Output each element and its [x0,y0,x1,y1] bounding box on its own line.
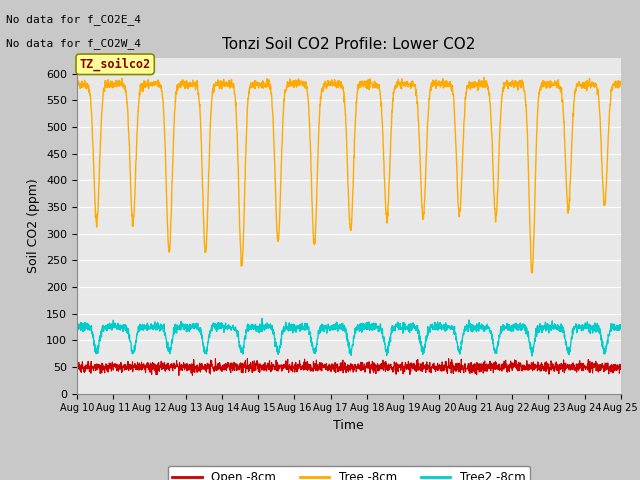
Tree -8cm [225,80,232,85]
Text: No data for f_CO2W_4: No data for f_CO2W_4 [6,38,141,49]
Tree2 -8cm [365,322,372,327]
Open -8cm [508,364,515,370]
Tree -8cm [570,110,577,116]
Tree2 -8cm [376,321,384,327]
Tree -8cm [584,80,592,85]
Line: Tree -8cm: Tree -8cm [77,77,621,273]
Tree -8cm [480,74,488,80]
Tree -8cm [365,77,372,83]
Tree -8cm [507,80,515,86]
Line: Open -8cm: Open -8cm [77,359,621,375]
Title: Tonzi Soil CO2 Profile: Lower CO2: Tonzi Soil CO2 Profile: Lower CO2 [222,37,476,52]
Open -8cm [189,372,196,378]
Line: Tree2 -8cm: Tree2 -8cm [77,319,621,356]
Open -8cm [584,357,592,362]
Open -8cm [365,361,372,367]
Y-axis label: Soil CO2 (ppm): Soil CO2 (ppm) [28,178,40,273]
Tree -8cm [617,80,625,86]
Open -8cm [73,364,81,370]
X-axis label: Time: Time [333,419,364,432]
Tree2 -8cm [225,322,232,328]
Tree2 -8cm [73,326,81,332]
Text: TZ_soilco2: TZ_soilco2 [79,58,151,71]
Tree2 -8cm [584,323,592,329]
Legend: Open -8cm, Tree -8cm, Tree2 -8cm: Open -8cm, Tree -8cm, Tree2 -8cm [168,466,530,480]
Tree -8cm [73,80,81,86]
Open -8cm [225,360,232,366]
Tree2 -8cm [528,353,536,359]
Open -8cm [570,365,577,371]
Tree2 -8cm [258,316,266,322]
Open -8cm [244,356,252,361]
Text: No data for f_CO2E_4: No data for f_CO2E_4 [6,14,141,25]
Open -8cm [377,361,385,367]
Tree2 -8cm [617,325,625,331]
Open -8cm [617,363,625,369]
Tree -8cm [529,270,536,276]
Tree2 -8cm [507,326,515,332]
Tree2 -8cm [570,329,577,335]
Tree -8cm [376,90,384,96]
